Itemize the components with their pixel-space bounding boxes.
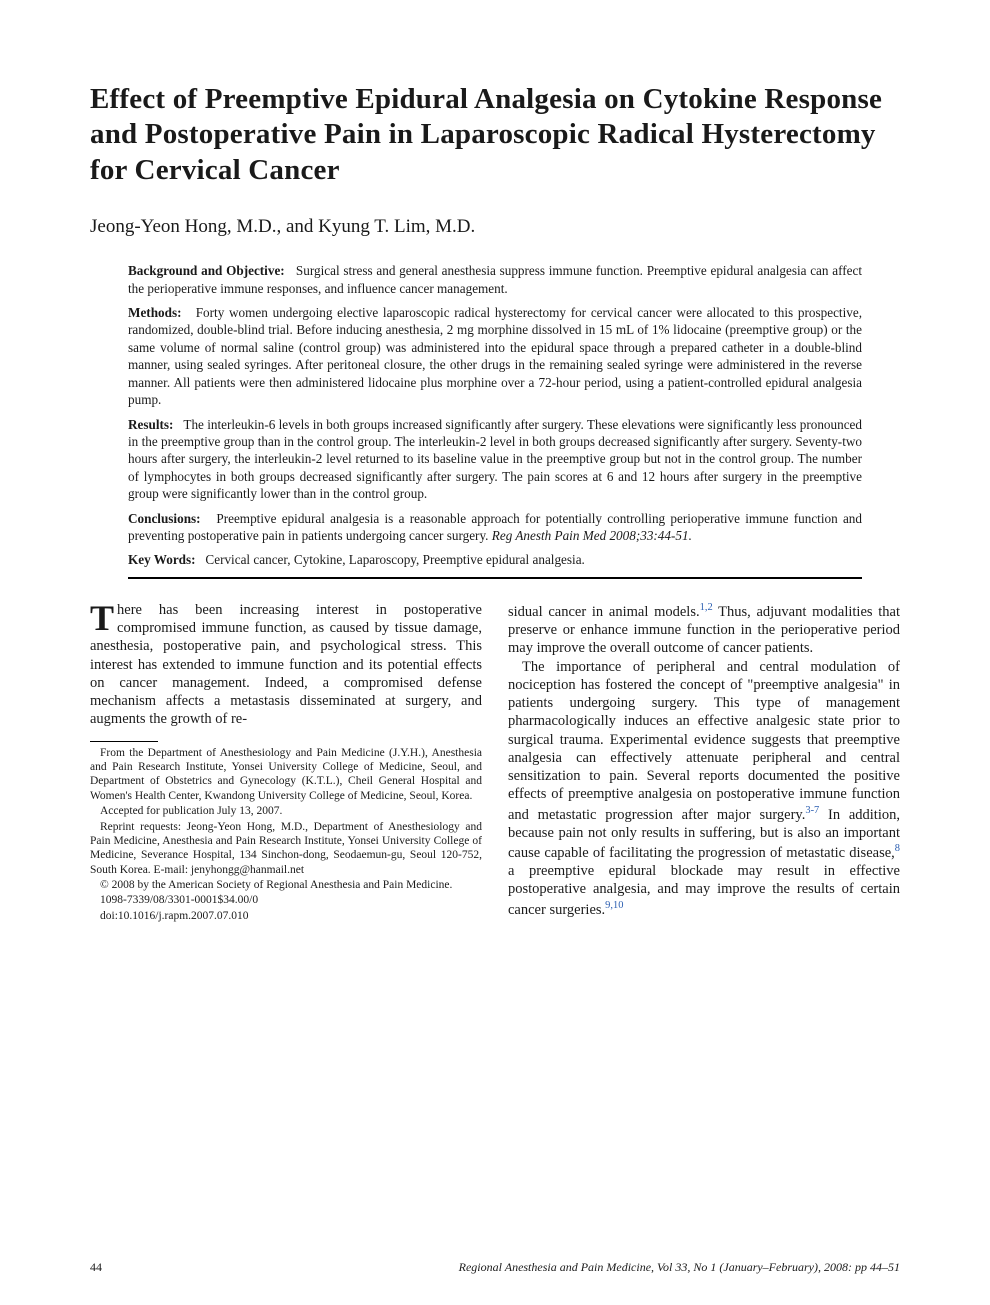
abstract: Background and Objective: Surgical stres… [128, 262, 862, 569]
abstract-background-label: Background and Objective: [128, 263, 285, 278]
dropcap: T [90, 601, 117, 635]
article-title: Effect of Preemptive Epidural Analgesia … [90, 82, 900, 188]
body-p3a: The importance of peripheral and central… [508, 659, 900, 823]
body-paragraph-1: There has been increasing interest in po… [90, 601, 482, 729]
abstract-background: Background and Objective: Surgical stres… [128, 262, 862, 297]
page-footer: 44 Regional Anesthesia and Pain Medicine… [90, 1260, 900, 1275]
citation-ref-8[interactable]: 8 [895, 843, 900, 854]
body-p3c: a preemptive epidural blockade may resul… [508, 863, 900, 917]
citation-ref-3-7[interactable]: 3-7 [805, 805, 819, 816]
abstract-results: Results: The interleukin-6 levels in bot… [128, 416, 862, 503]
abstract-conclusions: Conclusions: Preemptive epidural analges… [128, 510, 862, 545]
footnotes: From the Department of Anesthesiology an… [90, 746, 482, 924]
body-p2a: sidual cancer in animal models. [508, 604, 700, 620]
body-paragraph-2: sidual cancer in animal models.1,2 Thus,… [508, 601, 900, 658]
page-number: 44 [90, 1260, 102, 1275]
abstract-results-text: The interleukin-6 levels in both groups … [128, 417, 862, 502]
abstract-conclusions-label: Conclusions: [128, 511, 201, 526]
journal-citation: Regional Anesthesia and Pain Medicine, V… [459, 1260, 900, 1275]
footnote-issn: 1098-7339/08/3301-0001$34.00/0 [90, 893, 482, 907]
footnote-doi: doi:10.1016/j.rapm.2007.07.010 [90, 909, 482, 923]
footnote-separator [90, 741, 158, 742]
abstract-methods: Methods: Forty women undergoing elective… [128, 304, 862, 409]
abstract-divider [128, 577, 862, 579]
abstract-keywords-label: Key Words: [128, 552, 196, 567]
abstract-keywords-text: Cervical cancer, Cytokine, Laparoscopy, … [205, 552, 584, 567]
footnote-reprint: Reprint requests: Jeong-Yeon Hong, M.D.,… [90, 820, 482, 878]
footnote-accepted: Accepted for publication July 13, 2007. [90, 804, 482, 818]
authors: Jeong-Yeon Hong, M.D., and Kyung T. Lim,… [90, 216, 900, 238]
citation-ref-9-10[interactable]: 9,10 [605, 900, 623, 911]
body-paragraph-3: The importance of peripheral and central… [508, 658, 900, 919]
footnote-affiliation: From the Department of Anesthesiology an… [90, 746, 482, 804]
footnote-copyright: © 2008 by the American Society of Region… [90, 878, 482, 892]
body-p1-text: here has been increasing interest in pos… [90, 602, 482, 728]
abstract-methods-label: Methods: [128, 305, 181, 320]
body-columns: There has been increasing interest in po… [90, 601, 900, 924]
citation-ref-1-2[interactable]: 1,2 [700, 602, 713, 613]
abstract-keywords: Key Words: Cervical cancer, Cytokine, La… [128, 551, 862, 568]
abstract-results-label: Results: [128, 417, 173, 432]
abstract-conclusions-citation: Reg Anesth Pain Med 2008;33:44-51. [492, 528, 692, 543]
abstract-methods-text: Forty women undergoing elective laparosc… [128, 305, 862, 407]
